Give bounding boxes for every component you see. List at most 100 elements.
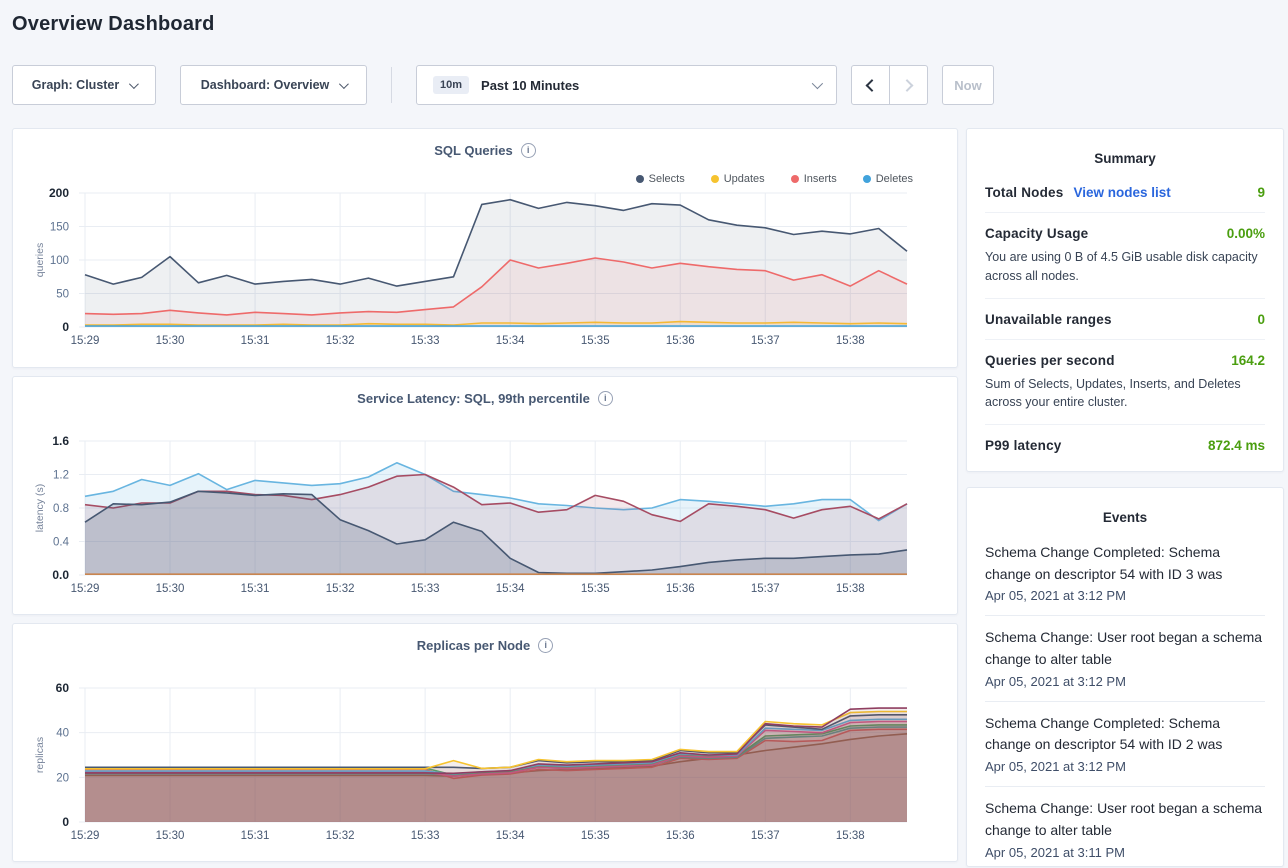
service-latency-chart[interactable]: 0.0 0.4 0.8 1.2 1.6 15:29 15:30 15:31 15:32 15:33… [13, 377, 957, 614]
svg-text:0.0: 0.0 [52, 568, 69, 582]
summary-value: 164.2 [1231, 352, 1265, 368]
replicas-per-node-chart[interactable]: 0 20 40 60 15:29 15:30 15:31 15:32 15:33 15:34 15:… [13, 624, 957, 861]
svg-text:15:31: 15:31 [241, 583, 270, 595]
summary-panel: Summary Total Nodes View nodes list 9 Capac… [966, 128, 1284, 472]
svg-text:15:30: 15:30 [156, 830, 185, 842]
chevron-left-icon [865, 78, 879, 92]
events-title: Events [1102, 510, 1148, 525]
legend-dot-icon [710, 175, 719, 183]
graph-selector-dropdown[interactable]: Graph: Cluster [12, 65, 156, 105]
svg-text:1.2: 1.2 [53, 470, 69, 482]
info-icon[interactable]: i [597, 391, 613, 406]
svg-text:15:29: 15:29 [71, 583, 100, 595]
legend-label: Selects [648, 173, 685, 185]
events-list: Schema Change Completed: Schema change o… [985, 531, 1265, 866]
time-backward-button[interactable] [851, 65, 890, 105]
svg-text:50: 50 [56, 289, 69, 301]
svg-text:15:35: 15:35 [581, 335, 610, 347]
summary-row: Unavailable ranges 0 [985, 299, 1265, 340]
svg-text:15:32: 15:32 [326, 335, 355, 347]
svg-text:40: 40 [56, 728, 69, 740]
event-message: Schema Change: User root began a schema … [985, 800, 1263, 838]
svg-text:15:33: 15:33 [411, 335, 440, 347]
svg-text:15:33: 15:33 [411, 830, 440, 842]
info-icon[interactable]: i [538, 638, 554, 653]
svg-text:15:38: 15:38 [836, 583, 865, 595]
summary-subtext: Sum of Selects, Updates, Inserts, and De… [985, 376, 1241, 410]
svg-text:150: 150 [50, 222, 69, 234]
legend-item: Inserts [790, 173, 837, 185]
svg-text:15:37: 15:37 [751, 335, 780, 347]
summary-label: P99 latency [985, 438, 1062, 453]
legend-item: Updates [710, 173, 765, 185]
dashboard-selector-label: Dashboard: Overview [200, 78, 330, 92]
time-range-label: Past 10 Minutes [481, 77, 580, 93]
legend-dot-icon [790, 175, 799, 183]
summary-row: Total Nodes View nodes list 9 [985, 172, 1265, 213]
chevron-down-icon [339, 78, 350, 89]
now-button[interactable]: Now [942, 65, 994, 105]
info-icon[interactable]: i [520, 143, 536, 158]
time-step-buttons [851, 65, 928, 105]
chart-title: Replicas per Node [416, 638, 531, 653]
chevron-right-icon [900, 78, 914, 92]
summary-row: Queries per second 164.2 Sum of Selects, U… [985, 340, 1265, 425]
event-item: Schema Change Completed: Schema change o… [985, 531, 1265, 617]
svg-text:15:35: 15:35 [581, 830, 610, 842]
summary-title: Summary [1094, 151, 1156, 166]
svg-text:15:32: 15:32 [326, 583, 355, 595]
svg-text:15:29: 15:29 [71, 335, 100, 347]
svg-text:15:36: 15:36 [666, 583, 695, 595]
summary-label: Unavailable ranges [985, 311, 1112, 327]
event-timestamp: Apr 05, 2021 at 3:11 PM [985, 844, 1125, 860]
summary-value: 0 [1257, 311, 1265, 327]
events-panel: Events Schema Change Completed: Schema c… [966, 487, 1284, 867]
svg-text:0: 0 [62, 320, 69, 334]
svg-text:15:30: 15:30 [156, 583, 185, 595]
legend-label: Updates [723, 173, 765, 185]
svg-text:20: 20 [56, 772, 69, 784]
charts-column: SQL Queries i Selects Updates Inserts Delet… [12, 128, 958, 868]
event-timestamp: Apr 05, 2021 at 3:12 PM [985, 673, 1126, 689]
legend-dot-icon [862, 175, 871, 183]
summary-value: 872.4 ms [1207, 438, 1265, 453]
svg-text:15:36: 15:36 [666, 830, 695, 842]
svg-text:100: 100 [50, 255, 69, 267]
toolbar-divider [391, 67, 392, 103]
svg-text:15:31: 15:31 [241, 830, 270, 842]
chart-card-replicas-per-node: Replicas per Node i 0 20 40 60 15:29 15:30 15:… [12, 623, 958, 862]
svg-text:15:37: 15:37 [751, 583, 780, 595]
chart-card-sql-queries: SQL Queries i Selects Updates Inserts Delet… [12, 128, 958, 368]
event-message: Schema Change Completed: Schema change o… [985, 714, 1223, 753]
side-column: Summary Total Nodes View nodes list 9 Capac… [966, 128, 1284, 868]
time-range-dropdown[interactable]: 10m Past 10 Minutes [416, 65, 837, 105]
summary-rows: Total Nodes View nodes list 9 Capacity Usag… [985, 172, 1265, 465]
summary-row: P99 latency 872.4 ms [985, 425, 1265, 465]
svg-text:15:35: 15:35 [581, 583, 610, 595]
event-message: Schema Change Completed: Schema change o… [985, 544, 1223, 582]
svg-text:60: 60 [56, 681, 70, 695]
graph-selector-label: Graph: Cluster [31, 78, 120, 92]
svg-text:15:34: 15:34 [496, 830, 525, 842]
dashboard-selector-dropdown[interactable]: Dashboard: Overview [180, 65, 367, 105]
chevron-down-icon [129, 78, 140, 89]
time-forward-button[interactable] [889, 65, 928, 105]
event-timestamp: Apr 05, 2021 at 3:12 PM [985, 588, 1126, 604]
chevron-down-icon [811, 77, 824, 90]
legend-dot-icon [635, 175, 644, 183]
svg-text:queries: queries [34, 243, 46, 277]
view-nodes-link[interactable]: View nodes list [1073, 185, 1171, 200]
sql-queries-chart[interactable]: 0 50 100 150 200 15:29 15:30 15:31 15:32 15:33 15:… [13, 129, 957, 367]
svg-text:15:30: 15:30 [156, 335, 185, 347]
svg-text:15:34: 15:34 [496, 583, 525, 595]
summary-value: 0.00% [1226, 226, 1265, 241]
summary-label: Capacity Usage [985, 226, 1089, 241]
chart-legend: Selects Updates Inserts Deletes [635, 173, 913, 185]
svg-text:15:33: 15:33 [411, 583, 440, 595]
svg-text:15:37: 15:37 [751, 830, 780, 842]
event-message: Schema Change: User root began a schema … [985, 629, 1263, 668]
svg-text:15:36: 15:36 [666, 335, 695, 347]
page-title: Overview Dashboard [12, 13, 215, 35]
chart-title: SQL Queries [434, 143, 513, 158]
